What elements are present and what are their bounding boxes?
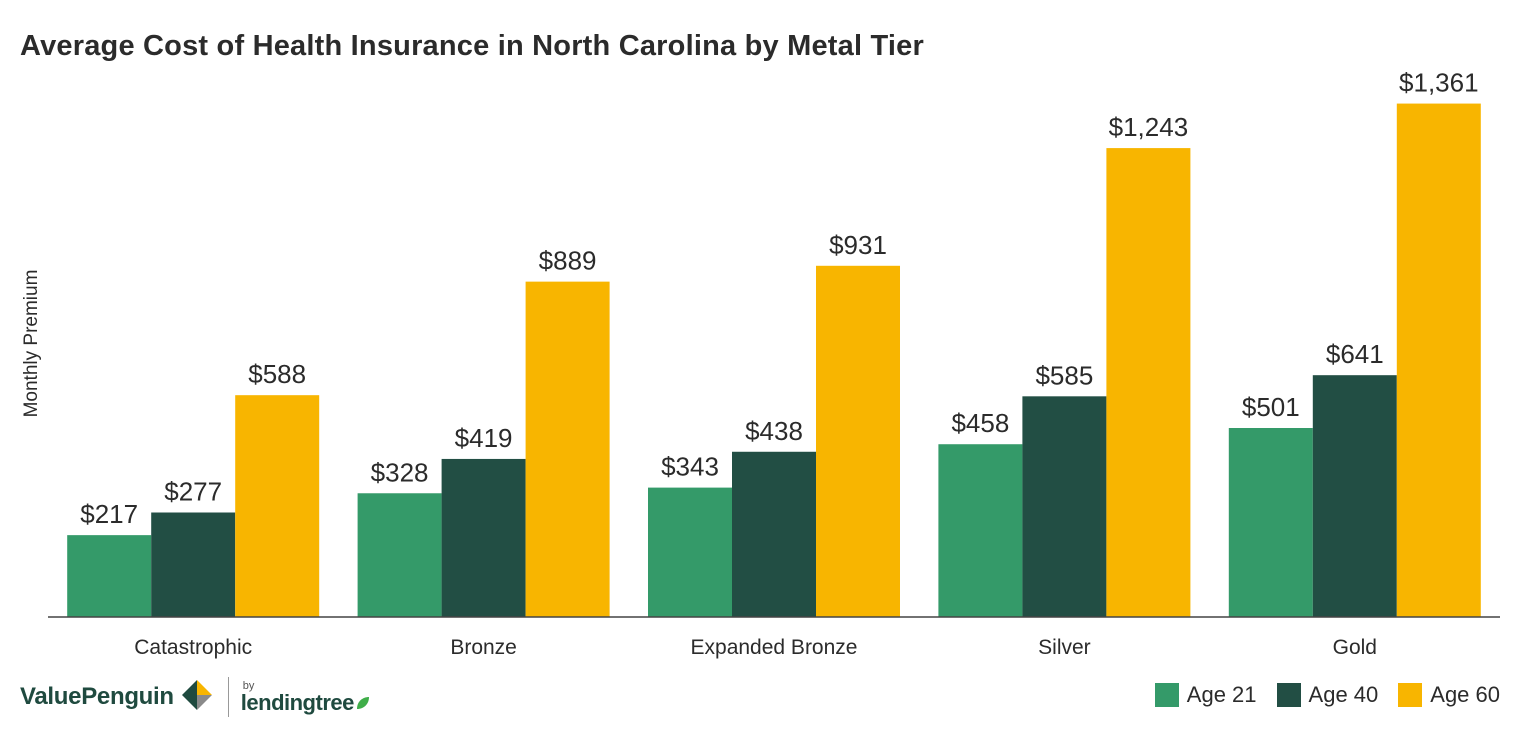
data-label: $501	[1242, 392, 1300, 422]
data-label: $217	[80, 499, 138, 529]
brand-footer: ValuePenguin by lendingtree	[20, 672, 371, 722]
lendingtree-wordmark: lendingtree	[240, 689, 355, 715]
legend-label: Age 60	[1430, 682, 1500, 707]
lendingtree-brand: by lendingtree	[240, 679, 371, 715]
legend-label: Age 40	[1308, 682, 1379, 707]
chart-legend: Age 21 Age 40 Age 60	[1135, 682, 1500, 708]
bar-gold-age-21	[1228, 428, 1313, 617]
bar-gold-age-40	[1312, 375, 1397, 617]
data-label: $438	[745, 416, 803, 446]
data-label: $328	[371, 457, 429, 487]
valuepenguin-wordmark: ValuePenguin	[20, 683, 174, 710]
bar-gold-age-60	[1396, 103, 1481, 618]
data-label: $458	[951, 408, 1009, 438]
data-label: $419	[455, 423, 513, 453]
legend-item-age-60: Age 60	[1398, 682, 1500, 708]
legend-swatch	[1276, 683, 1301, 707]
legend-item-age-40: Age 40	[1276, 682, 1379, 708]
by-label: by	[242, 679, 255, 692]
x-tick-label: Catastrophic	[134, 636, 252, 659]
data-label: $931	[829, 230, 887, 260]
bar-catastrophic-age-21	[67, 535, 152, 617]
chart-title: Average Cost of Health Insurance in Nort…	[20, 30, 924, 62]
x-tick-label: Expanded Bronze	[691, 636, 858, 659]
bar-bronze-age-60	[525, 281, 610, 617]
lendingtree-leaf-icon	[356, 696, 369, 709]
data-label: $585	[1035, 360, 1093, 390]
legend-swatch	[1398, 683, 1423, 707]
data-label: $1,361	[1399, 68, 1479, 98]
bar-bronze-age-40	[441, 458, 526, 617]
bar-bronze-age-21	[357, 493, 442, 617]
x-tick-label: Bronze	[450, 636, 517, 659]
legend-item-age-21: Age 21	[1154, 682, 1257, 708]
legend-swatch	[1154, 683, 1179, 707]
data-label: $1,243	[1109, 112, 1189, 142]
data-label: $343	[661, 452, 719, 482]
data-label: $588	[248, 359, 306, 389]
bar-silver-age-40	[1022, 396, 1107, 617]
data-label: $889	[539, 246, 597, 276]
x-tick-label: Gold	[1333, 636, 1377, 659]
brand-divider	[227, 677, 229, 717]
bar-expanded-bronze-age-21	[648, 487, 732, 617]
bar-catastrophic-age-40	[151, 512, 236, 617]
bar-expanded-bronze-age-40	[732, 451, 816, 617]
x-tick-label: Silver	[1038, 636, 1091, 659]
y-axis-label: Monthly Premium	[21, 270, 42, 418]
data-label: $277	[164, 477, 222, 507]
lendingtree-wordmark-container: lendingtree	[240, 689, 371, 715]
bar-expanded-bronze-age-60	[816, 265, 900, 617]
bar-catastrophic-age-60	[235, 395, 320, 617]
data-label: $641	[1326, 339, 1384, 369]
legend-label: Age 21	[1186, 682, 1257, 707]
bar-silver-age-60	[1106, 148, 1191, 617]
valuepenguin-logo-icon	[181, 680, 212, 710]
bar-silver-age-21	[938, 444, 1023, 617]
